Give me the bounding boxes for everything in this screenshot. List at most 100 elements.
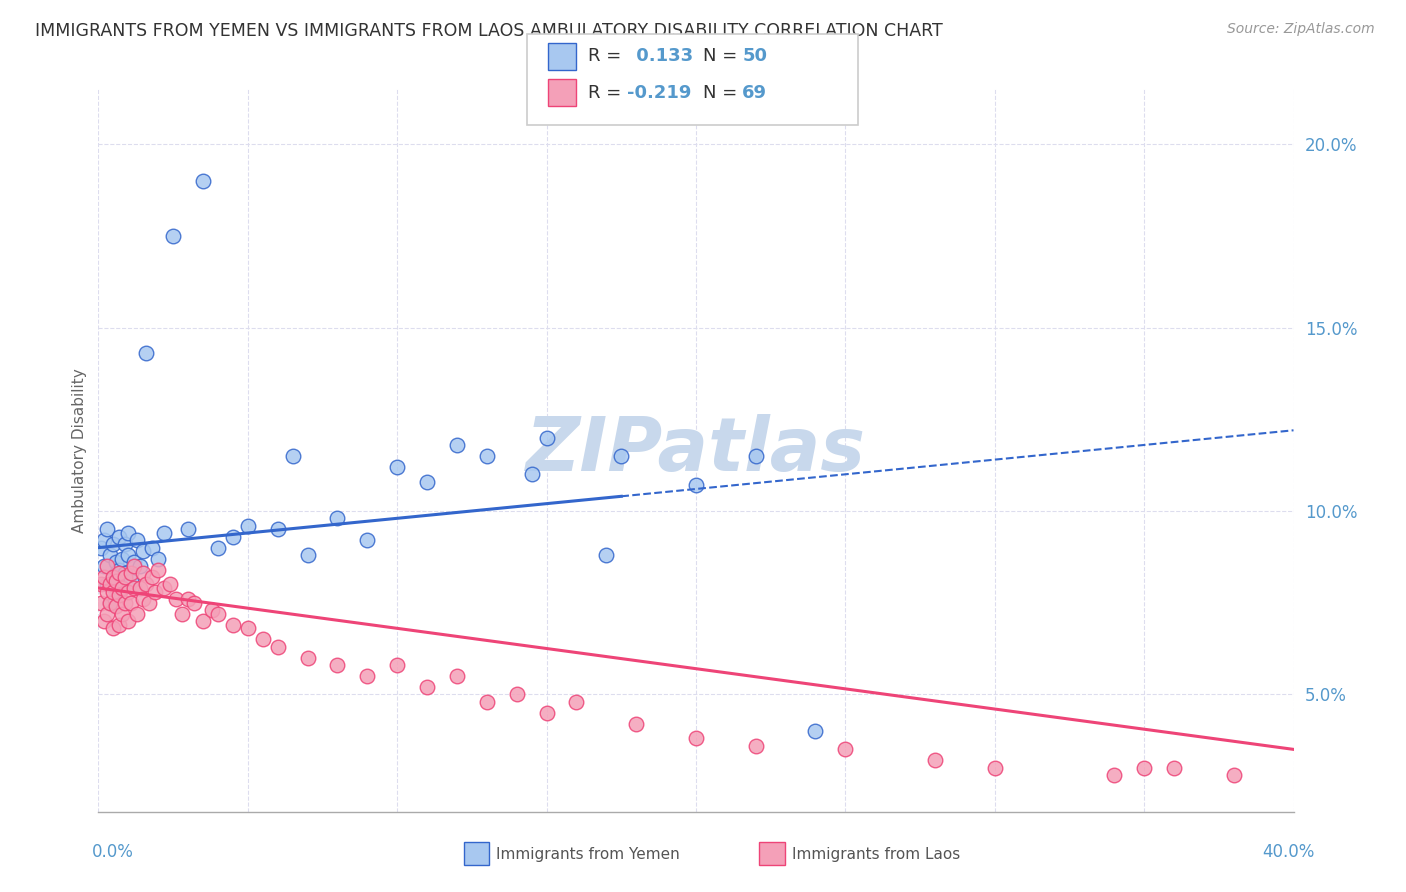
- Point: [143, 584, 166, 599]
- Point: [114, 596, 136, 610]
- Text: R =: R =: [588, 47, 627, 65]
- Point: [103, 537, 125, 551]
- Text: 69: 69: [742, 84, 768, 102]
- Point: [129, 559, 152, 574]
- Point: [536, 431, 558, 445]
- Point: [595, 548, 617, 562]
- Point: [297, 650, 319, 665]
- Point: [96, 577, 118, 591]
- Point: [117, 526, 139, 541]
- Point: [96, 559, 118, 574]
- Point: [117, 584, 139, 599]
- Point: [90, 541, 112, 555]
- Point: [148, 563, 170, 577]
- Point: [120, 566, 142, 581]
- Point: [1104, 768, 1126, 782]
- Point: [475, 695, 498, 709]
- Point: [138, 596, 160, 610]
- Point: [96, 584, 118, 599]
- Point: [924, 753, 946, 767]
- Point: [103, 621, 125, 635]
- Point: [108, 566, 131, 581]
- Point: [111, 581, 134, 595]
- Point: [124, 559, 146, 574]
- Point: [165, 592, 187, 607]
- Point: [610, 449, 633, 463]
- Point: [252, 632, 274, 647]
- Point: [222, 617, 245, 632]
- Text: 0.133: 0.133: [630, 47, 693, 65]
- Point: [183, 596, 205, 610]
- Point: [108, 563, 131, 577]
- Point: [201, 603, 224, 617]
- Point: [356, 669, 378, 683]
- Point: [685, 731, 707, 746]
- Point: [416, 680, 439, 694]
- Text: N =: N =: [703, 47, 742, 65]
- Point: [111, 551, 134, 566]
- Point: [506, 687, 529, 701]
- Point: [93, 614, 115, 628]
- Point: [135, 577, 157, 591]
- Point: [1223, 768, 1246, 782]
- Point: [446, 669, 468, 683]
- Point: [326, 658, 349, 673]
- Point: [96, 522, 118, 536]
- Point: [129, 581, 152, 595]
- Point: [132, 592, 155, 607]
- Point: [745, 739, 768, 753]
- Point: [135, 346, 157, 360]
- Point: [207, 541, 229, 555]
- Point: [124, 555, 146, 569]
- Point: [98, 596, 122, 610]
- Point: [120, 574, 142, 588]
- Point: [177, 522, 200, 536]
- Point: [117, 548, 139, 562]
- Point: [98, 548, 122, 562]
- Text: ZIPatlas: ZIPatlas: [526, 414, 866, 487]
- Point: [96, 607, 118, 621]
- Point: [93, 533, 115, 548]
- Point: [105, 599, 128, 614]
- Text: Immigrants from Yemen: Immigrants from Yemen: [496, 847, 681, 862]
- Point: [108, 530, 131, 544]
- Point: [1133, 761, 1156, 775]
- Point: [124, 581, 146, 595]
- Text: R =: R =: [588, 84, 627, 102]
- Point: [105, 555, 128, 569]
- Point: [626, 716, 648, 731]
- Point: [446, 438, 468, 452]
- Point: [685, 478, 707, 492]
- Point: [141, 570, 163, 584]
- Point: [105, 574, 128, 588]
- Point: [114, 537, 136, 551]
- Point: [141, 541, 163, 555]
- Point: [93, 559, 115, 574]
- Text: IMMIGRANTS FROM YEMEN VS IMMIGRANTS FROM LAOS AMBULATORY DISABILITY CORRELATION : IMMIGRANTS FROM YEMEN VS IMMIGRANTS FROM…: [35, 22, 943, 40]
- Text: Source: ZipAtlas.com: Source: ZipAtlas.com: [1227, 22, 1375, 37]
- Point: [191, 614, 214, 628]
- Text: Immigrants from Laos: Immigrants from Laos: [792, 847, 960, 862]
- Point: [98, 596, 122, 610]
- Point: [127, 607, 149, 621]
- Point: [90, 596, 112, 610]
- Point: [356, 533, 378, 548]
- Point: [207, 607, 229, 621]
- Point: [111, 581, 134, 595]
- Point: [111, 607, 134, 621]
- Point: [385, 658, 409, 673]
- Point: [520, 467, 543, 482]
- Point: [536, 706, 558, 720]
- Text: 0.0%: 0.0%: [91, 843, 134, 861]
- Text: 50: 50: [742, 47, 768, 65]
- Point: [191, 174, 214, 188]
- Point: [236, 518, 259, 533]
- Text: N =: N =: [703, 84, 742, 102]
- Point: [114, 566, 136, 581]
- Point: [98, 577, 122, 591]
- Point: [105, 584, 128, 599]
- Point: [103, 570, 125, 584]
- Point: [103, 570, 125, 584]
- Point: [132, 544, 155, 558]
- Point: [172, 607, 194, 621]
